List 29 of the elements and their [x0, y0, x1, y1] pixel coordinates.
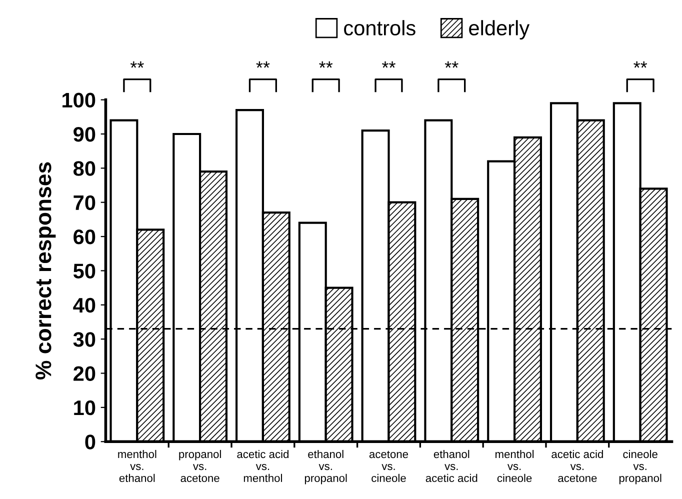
data-label: **: [130, 61, 144, 68]
y-tick-label: 80: [73, 161, 96, 176]
y-tick-label: 60: [74, 230, 96, 244]
y-tick-label: 30: [73, 332, 96, 347]
y-tick-label: 40: [73, 298, 96, 313]
y-tick-label: 0: [85, 434, 96, 450]
data-label: **: [319, 61, 333, 68]
x-tick-label: acetone vs. cineole: [369, 450, 408, 482]
data-label: **: [634, 61, 648, 68]
legend-label: controls: [344, 20, 416, 36]
y-tick-label: 90: [74, 126, 96, 142]
x-tick-label: acetic acid vs. menthol: [237, 450, 288, 482]
y-tick-label: 50: [73, 264, 96, 278]
legend-label: elderly: [469, 20, 530, 40]
x-tick-label: propanol vs. acetone: [179, 450, 221, 482]
y-axis-title: % correct responses: [36, 162, 56, 380]
x-tick-label: acetic acid vs. acetone: [552, 450, 603, 482]
y-tick-label: 70: [74, 195, 96, 210]
data-label: **: [382, 61, 396, 68]
x-tick-label: cineole vs. propanol: [619, 450, 662, 484]
data-label: **: [444, 61, 458, 68]
x-tick-label: ethanol vs. acetic acid: [426, 450, 478, 482]
y-tick-label: 100: [62, 92, 96, 108]
data-label: **: [256, 61, 270, 68]
y-tick-label: 20: [74, 366, 96, 382]
x-tick-label: menthol vs. ethanol: [118, 450, 156, 482]
x-tick-label: ethanol vs. propanol: [304, 450, 347, 484]
x-tick-label: menthol vs. cineole: [496, 450, 534, 482]
y-tick-label: 10: [74, 400, 96, 416]
